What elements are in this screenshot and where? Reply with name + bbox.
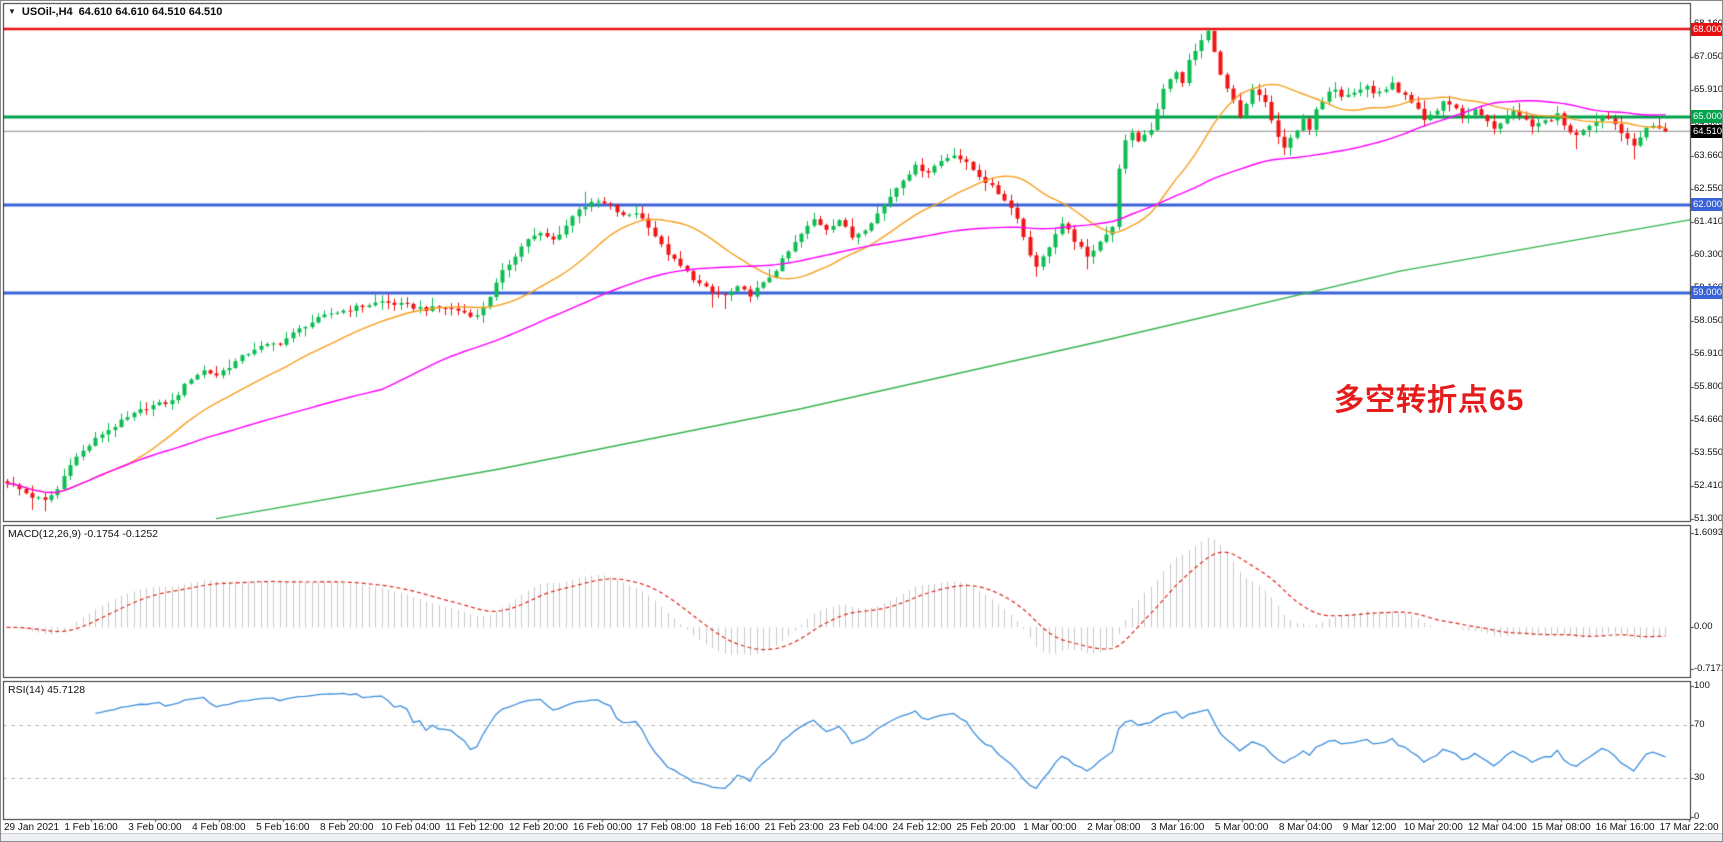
window-bottom-strip (1, 833, 1722, 841)
annotation-text: 多空转折点65 (1334, 384, 1525, 417)
symbol-timeframe-label: USOil-,H4 (21, 6, 73, 18)
rsi-indicator-label: RSI(14) 45.7128 (8, 684, 86, 696)
chart-title: ▼ USOil-,H4 64.610 64.610 64.510 64.510 (8, 5, 222, 19)
ohlc-values: 64.610 64.610 64.510 64.510 (78, 6, 223, 18)
macd-indicator-label: MACD(12,26,9) -0.1754 -0.1252 (8, 528, 158, 540)
symbol-dropdown-arrow-icon[interactable]: ▼ (8, 7, 16, 16)
